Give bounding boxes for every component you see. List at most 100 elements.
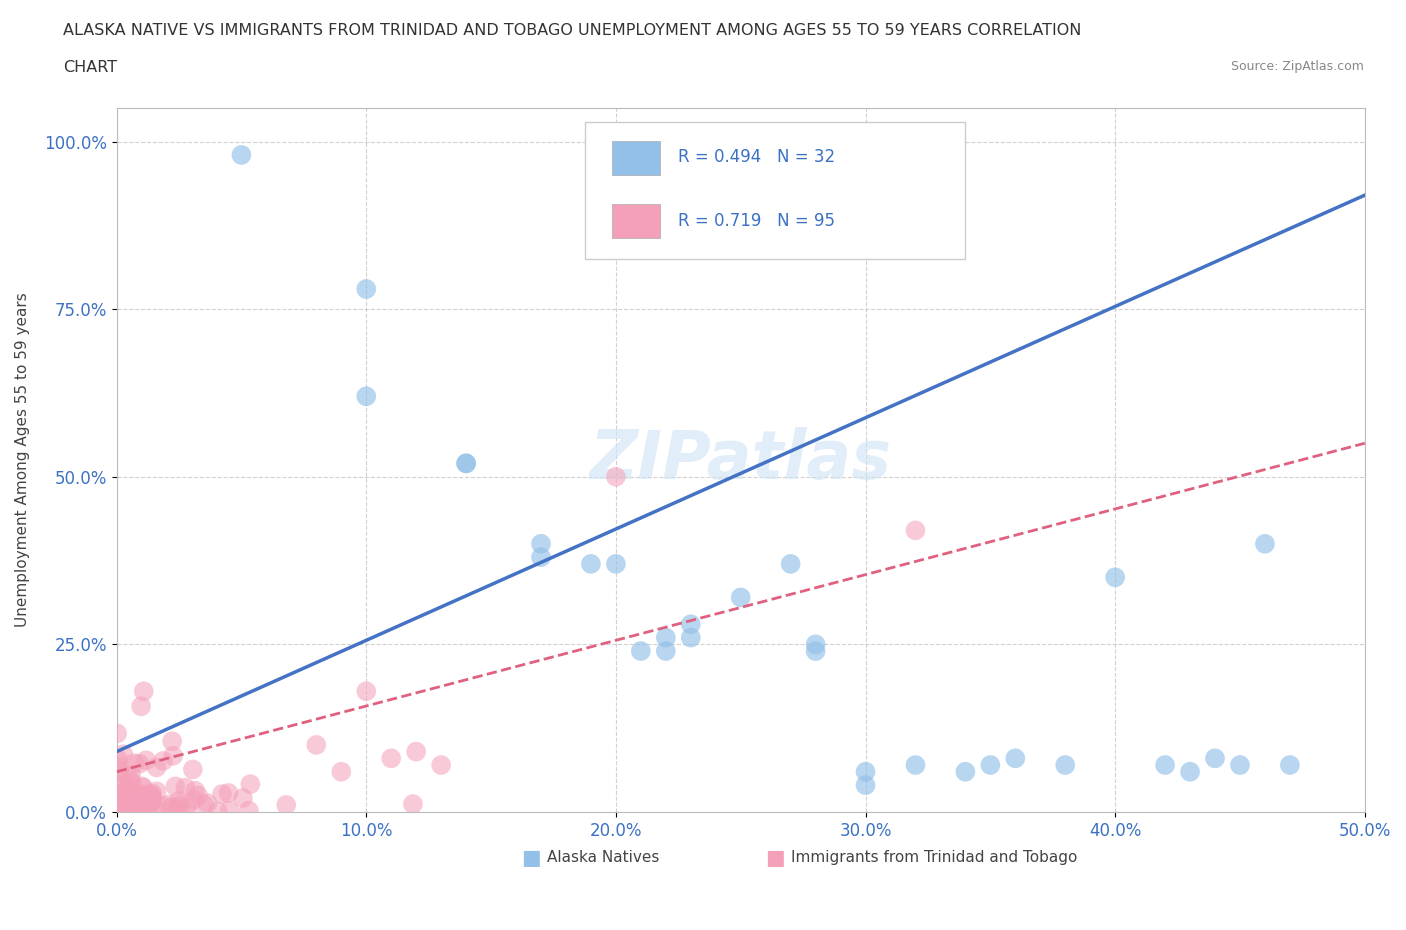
Point — [121, 799, 143, 814]
Point — [129, 787, 152, 802]
Point — [238, 804, 260, 818]
Point — [129, 798, 152, 813]
Point — [730, 590, 752, 604]
Point — [160, 734, 183, 749]
FancyBboxPatch shape — [612, 141, 659, 175]
Text: Source: ZipAtlas.com: Source: ZipAtlas.com — [1230, 60, 1364, 73]
Point — [124, 803, 146, 817]
Point — [402, 797, 425, 812]
Point — [176, 800, 198, 815]
Point — [132, 684, 155, 698]
Point — [120, 773, 142, 788]
Text: ZIPatlas: ZIPatlas — [589, 427, 891, 493]
Point — [111, 804, 134, 818]
Point — [152, 799, 174, 814]
Point — [122, 787, 145, 802]
Point — [108, 801, 131, 816]
Point — [330, 764, 353, 779]
Point — [174, 804, 197, 818]
Point — [165, 779, 187, 794]
Point — [118, 802, 141, 817]
Point — [108, 791, 131, 806]
Point — [120, 768, 142, 783]
Point — [122, 795, 145, 810]
Point — [197, 796, 219, 811]
Point — [183, 792, 205, 807]
Point — [120, 794, 142, 809]
Point — [174, 780, 197, 795]
Point — [145, 760, 167, 775]
Point — [128, 756, 150, 771]
Point — [207, 804, 229, 818]
Point — [138, 800, 160, 815]
Point — [456, 456, 478, 471]
Point — [141, 794, 163, 809]
Point — [131, 804, 153, 818]
Point — [1154, 758, 1177, 773]
Point — [167, 793, 190, 808]
Point — [232, 790, 254, 805]
Point — [679, 617, 702, 631]
Point — [218, 804, 240, 818]
Point — [1229, 758, 1251, 773]
Point — [112, 747, 135, 762]
Point — [145, 784, 167, 799]
Point — [239, 777, 262, 791]
Point — [181, 762, 204, 777]
Point — [160, 800, 183, 815]
Point — [107, 752, 129, 767]
Point — [169, 798, 191, 813]
Point — [979, 758, 1001, 773]
FancyBboxPatch shape — [612, 205, 659, 238]
Point — [129, 798, 152, 813]
Point — [118, 777, 141, 791]
Point — [114, 795, 136, 810]
Point — [1004, 751, 1026, 765]
Point — [138, 796, 160, 811]
Text: ALASKA NATIVE VS IMMIGRANTS FROM TRINIDAD AND TOBAGO UNEMPLOYMENT AMONG AGES 55 : ALASKA NATIVE VS IMMIGRANTS FROM TRINIDA… — [63, 23, 1081, 38]
Point — [1254, 537, 1277, 551]
Point — [276, 798, 298, 813]
Point — [855, 777, 877, 792]
Point — [380, 751, 402, 765]
Point — [132, 788, 155, 803]
Y-axis label: Unemployment Among Ages 55 to 59 years: Unemployment Among Ages 55 to 59 years — [15, 293, 30, 628]
Point — [125, 793, 148, 808]
Point — [157, 797, 180, 812]
Point — [1054, 758, 1077, 773]
Point — [605, 470, 627, 485]
Point — [108, 798, 131, 813]
Point — [1178, 764, 1201, 779]
Point — [129, 698, 152, 713]
Point — [111, 786, 134, 801]
Point — [108, 764, 131, 778]
Point — [193, 797, 215, 812]
Point — [122, 803, 145, 817]
Point — [218, 786, 240, 801]
Point — [804, 644, 827, 658]
Point — [108, 764, 131, 779]
Point — [110, 760, 132, 775]
Text: R = 0.719   N = 95: R = 0.719 N = 95 — [678, 212, 835, 230]
Point — [187, 788, 209, 803]
Point — [1278, 758, 1301, 773]
Point — [132, 780, 155, 795]
Point — [150, 804, 173, 819]
Text: Immigrants from Trinidad and Tobago: Immigrants from Trinidad and Tobago — [790, 850, 1077, 865]
Point — [231, 148, 253, 163]
Point — [124, 756, 146, 771]
Point — [904, 758, 927, 773]
Point — [124, 803, 146, 817]
Point — [111, 799, 134, 814]
FancyBboxPatch shape — [585, 122, 966, 259]
Point — [1104, 570, 1126, 585]
Point — [112, 777, 135, 792]
Point — [131, 779, 153, 794]
Point — [305, 737, 328, 752]
Text: Alaska Natives: Alaska Natives — [547, 850, 659, 865]
Point — [655, 644, 678, 658]
Point — [530, 537, 553, 551]
Point — [167, 799, 190, 814]
Point — [904, 523, 927, 538]
Point — [162, 749, 184, 764]
